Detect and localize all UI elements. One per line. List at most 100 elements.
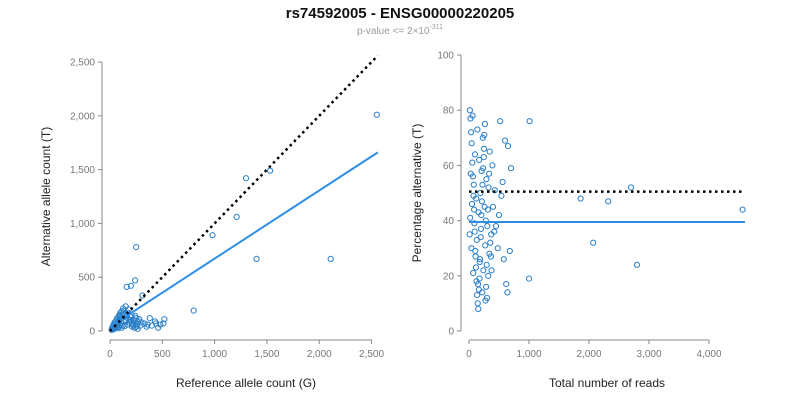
panel-allele-counts: 0 500 1,000 1,500 2,000 2,500 0 500 1,000 1,500 2,… [39,54,384,390]
data-point [504,143,512,150]
data-point [467,115,474,122]
y-tick-label: 1,500 [70,165,95,176]
data-point [468,140,475,147]
data-point [483,261,490,268]
data-point [489,162,496,169]
y-tick-label: 0 [448,327,454,338]
data-point [475,305,482,312]
data-point [144,321,151,328]
data-point [489,203,497,210]
data-point [469,159,476,166]
data-point [472,247,479,255]
reference-line [109,54,379,332]
y-tick-label: 0 [89,327,95,338]
data-point [485,184,492,191]
data-point [479,289,486,296]
y-tick-label: 80 [443,106,455,117]
data-point [492,223,500,230]
data-point [479,181,486,188]
data-point [499,178,506,186]
data-point [468,200,476,208]
data-point [504,289,511,296]
data-point [495,212,503,219]
data-point [477,225,485,232]
data-point [157,321,164,328]
data-point [253,255,260,262]
data-point [483,176,490,183]
data-point [627,184,635,191]
data-point [267,167,274,174]
x-tick-label: 2,000 [576,349,601,360]
data-point [470,192,477,199]
data-point [467,214,474,221]
regression-line [109,151,379,328]
data-point [136,316,143,323]
chart-title: rs74592005 - ENSG00000220205 [285,5,515,22]
data-point [470,269,477,277]
data-point [242,175,250,182]
data-point [484,223,491,230]
data-point [327,255,334,262]
x-axis-title: Reference allele count (G) [176,376,316,390]
data-point [373,111,380,118]
y-tick-label: 20 [443,271,455,282]
data-point [482,297,489,304]
data-point [474,126,481,133]
y-axis-title: Alternative allele count (T) [39,127,53,266]
data-point [133,244,140,251]
data-point [108,326,115,333]
y-axis-title: Percentage alternative (T) [410,124,424,263]
data-point [498,192,505,199]
data-point [477,234,484,241]
x-tick-label: 1,000 [202,349,227,360]
data-point [500,256,507,263]
data-point [126,317,133,324]
data-point [501,137,509,144]
panel-percentage-alternative: 0 1,000 2,000 3,000 4,000 0 20 40 60 80 100 Total n… [410,51,746,390]
x-tick-label: 0 [466,349,472,360]
data-point [739,206,746,213]
data-point [476,275,483,282]
x-tick-label: 2,500 [359,349,384,360]
data-point [633,261,641,268]
data-point [477,189,484,197]
data-point [233,213,240,220]
data-point [605,198,612,205]
data-point [480,145,488,152]
y-tick-label: 500 [78,273,95,284]
x-tick-label: 4,000 [696,349,721,360]
x-tick-label: 1,500 [254,349,279,360]
data-point [466,107,473,114]
subtitle-text: p-value <= 2×10 [356,26,430,37]
data-point [209,232,216,239]
data-point [478,212,485,219]
data-point [491,228,498,235]
data-point [476,156,483,163]
data-point [481,203,488,210]
data-point [190,307,197,314]
data-point [471,151,479,158]
data-point [488,267,495,274]
data-point [484,206,491,213]
data-point [483,283,490,290]
data-point [482,242,489,249]
data-point [468,129,475,136]
y-tick-label: 2,500 [70,58,95,69]
data-point [486,148,493,155]
data-point [494,245,501,252]
data-point [497,118,504,125]
data-point [132,319,139,326]
data-point [481,120,488,128]
x-axis-title: Total number of reads [549,376,665,390]
subtitle-exponent: -311 [429,24,444,31]
y-tick-label: 40 [443,216,455,227]
data-point [132,277,139,284]
data-point [134,325,141,332]
data-point [590,239,597,246]
y-tick-label: 2,000 [70,111,95,122]
x-tick-label: 1,000 [516,349,541,360]
data-point [471,206,478,213]
data-point [474,292,481,299]
data-point [480,267,487,274]
